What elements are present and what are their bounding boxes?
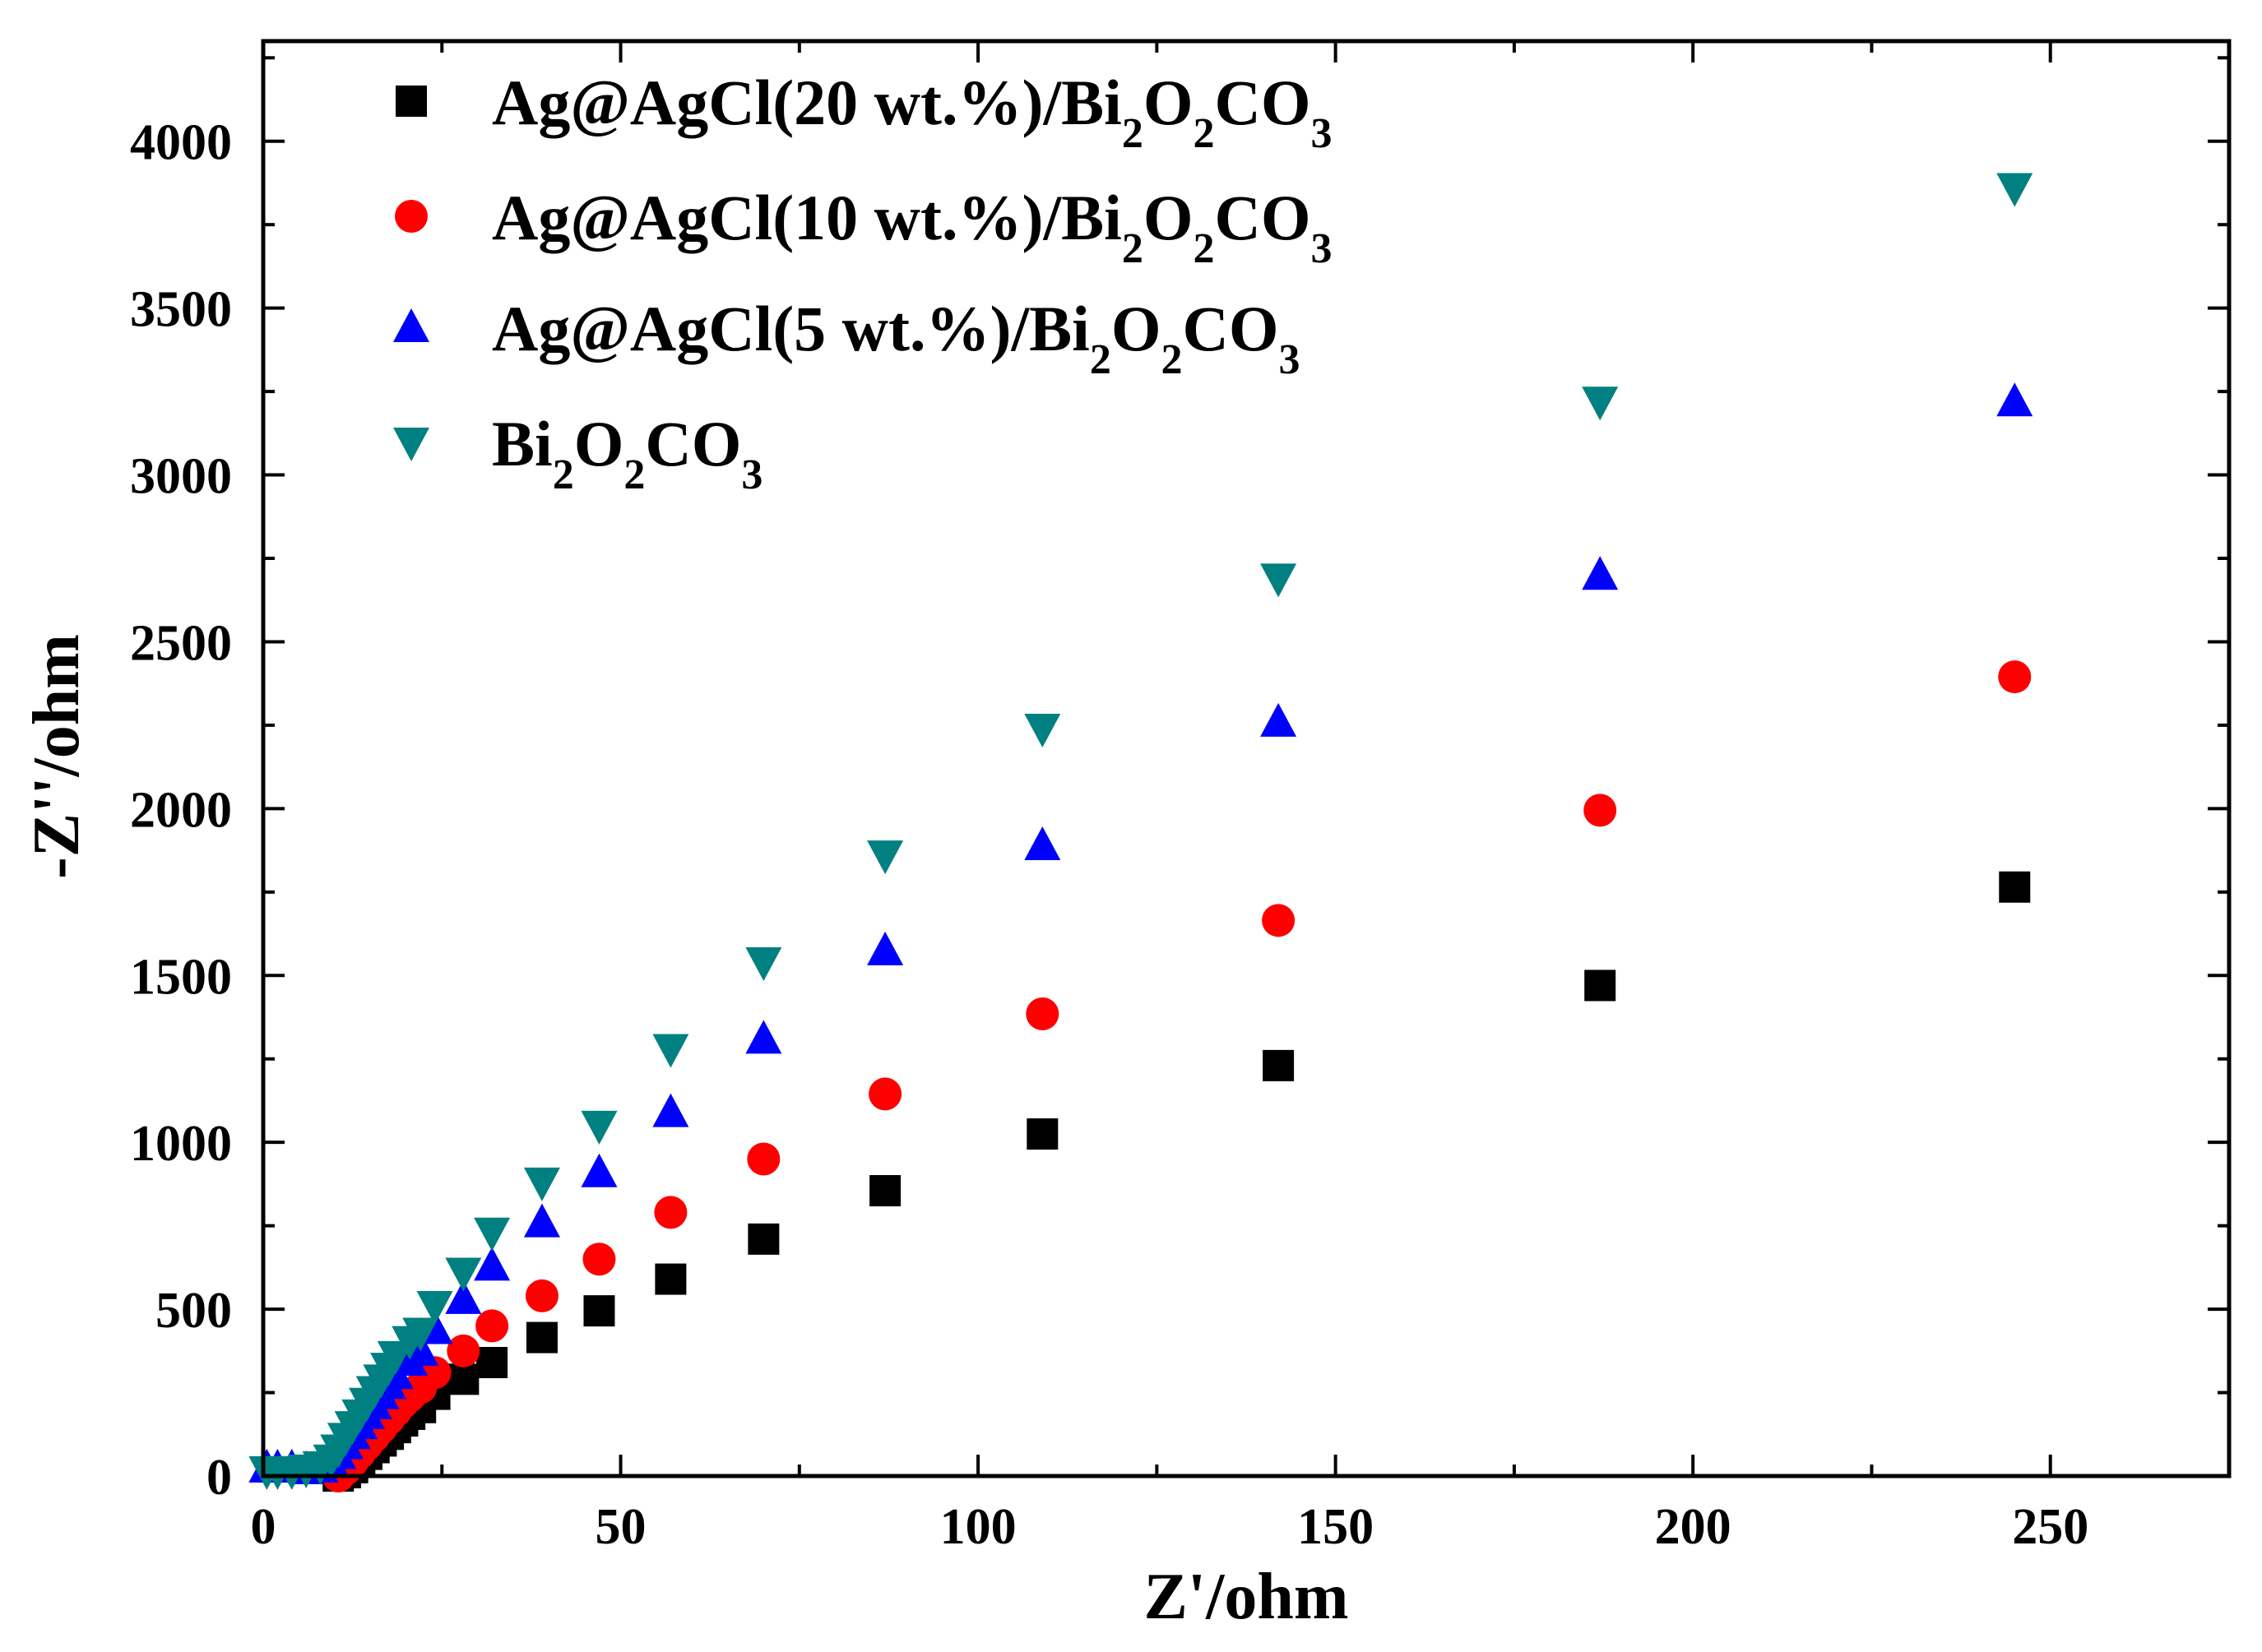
legend-label: Ag@AgCl(10 wt.%)/Bi2O2CO3 xyxy=(492,182,1333,272)
x-axis-title: Z'/ohm xyxy=(1144,1561,1349,1633)
data-point xyxy=(652,1034,689,1068)
y-axis-title: -Z''/ohm xyxy=(21,634,93,879)
x-tick-label: 150 xyxy=(1297,1499,1374,1555)
data-point xyxy=(523,1203,560,1238)
data-point xyxy=(416,1291,453,1326)
y-tick-label: 3500 xyxy=(130,282,232,338)
legend-marker xyxy=(396,86,427,117)
data-point xyxy=(581,1153,618,1187)
legend-item-4: Bi2O2CO3 xyxy=(393,408,762,498)
data-point xyxy=(523,1167,560,1201)
data-point xyxy=(1999,871,2031,903)
data-point xyxy=(1262,904,1296,937)
legend-label: Bi2O2CO3 xyxy=(492,408,762,498)
legend-label: Ag@AgCl(5 wt.%)/Bi2O2CO3 xyxy=(492,293,1300,383)
data-point xyxy=(869,1077,902,1111)
y-tick-label: 2000 xyxy=(130,782,232,838)
series-1 xyxy=(322,871,2031,1492)
legend-marker xyxy=(393,308,429,342)
data-point xyxy=(1027,1118,1059,1150)
data-point xyxy=(474,1247,511,1281)
data-point xyxy=(445,1279,482,1314)
data-point xyxy=(1024,826,1061,861)
data-point xyxy=(748,1223,780,1255)
legend-item-2: Ag@AgCl(10 wt.%)/Bi2O2CO3 xyxy=(395,182,1333,272)
series-2 xyxy=(322,660,2032,1492)
data-point xyxy=(583,1295,615,1327)
data-point xyxy=(1582,386,1619,421)
data-point xyxy=(867,931,904,965)
legend-item-1: Ag@AgCl(20 wt.%)/Bi2O2CO3 xyxy=(396,67,1333,157)
data-point xyxy=(745,947,782,982)
data-point xyxy=(1998,660,2032,694)
y-tick-label: 0 xyxy=(206,1450,232,1506)
data-point xyxy=(475,1309,509,1343)
legend-item-3: Ag@AgCl(5 wt.%)/Bi2O2CO3 xyxy=(393,293,1300,383)
data-point xyxy=(1996,382,2033,417)
data-point xyxy=(747,1142,781,1176)
data-point xyxy=(1260,702,1297,737)
plot-frame xyxy=(261,39,2232,1478)
x-tick-label: 0 xyxy=(251,1499,276,1555)
data-point xyxy=(1263,1049,1295,1081)
data-point xyxy=(447,1363,480,1395)
data-point xyxy=(581,1110,618,1145)
data-point xyxy=(654,1196,688,1229)
series-4 xyxy=(248,173,2033,1490)
y-tick-label: 3000 xyxy=(130,449,232,505)
axis-ticks: 0 50 100 150 200 2500500100015002000250030003… xyxy=(130,41,2229,1555)
data-point xyxy=(867,840,904,875)
data-point xyxy=(655,1263,687,1295)
data-point xyxy=(652,1093,689,1127)
data-point xyxy=(526,1321,558,1354)
x-tick-label: 200 xyxy=(1655,1499,1731,1555)
y-tick-label: 500 xyxy=(155,1283,232,1339)
data-point xyxy=(525,1279,559,1312)
data-point xyxy=(1024,713,1061,747)
data-point xyxy=(1582,556,1619,590)
x-tick-label: 50 xyxy=(596,1499,647,1555)
data-point xyxy=(582,1242,616,1276)
legend-marker xyxy=(395,200,428,233)
data-point xyxy=(476,1347,508,1379)
legend-marker xyxy=(393,428,429,461)
y-tick-label: 2500 xyxy=(130,615,232,671)
data-point xyxy=(1026,997,1059,1030)
data-point xyxy=(447,1334,480,1367)
x-tick-label: 250 xyxy=(2012,1499,2088,1555)
series-3 xyxy=(248,382,2033,1484)
y-tick-label: 1500 xyxy=(130,949,232,1005)
y-tick-label: 4000 xyxy=(130,115,232,171)
data-point xyxy=(745,1020,782,1054)
data-point xyxy=(1260,563,1297,598)
data-point xyxy=(445,1257,482,1292)
data-point xyxy=(1996,173,2033,207)
data-point xyxy=(869,1175,902,1207)
data-point xyxy=(1584,969,1616,1002)
data-marks xyxy=(248,173,2033,1492)
x-tick-label: 100 xyxy=(940,1499,1017,1555)
y-tick-label: 1000 xyxy=(130,1116,232,1172)
data-point xyxy=(402,1317,439,1352)
data-point xyxy=(474,1217,511,1252)
legend-label: Ag@AgCl(20 wt.%)/Bi2O2CO3 xyxy=(492,67,1333,157)
legend: Ag@AgCl(20 wt.%)/Bi2O2CO3 Ag@AgCl(10 wt.%… xyxy=(393,67,1333,498)
data-point xyxy=(1583,794,1617,827)
